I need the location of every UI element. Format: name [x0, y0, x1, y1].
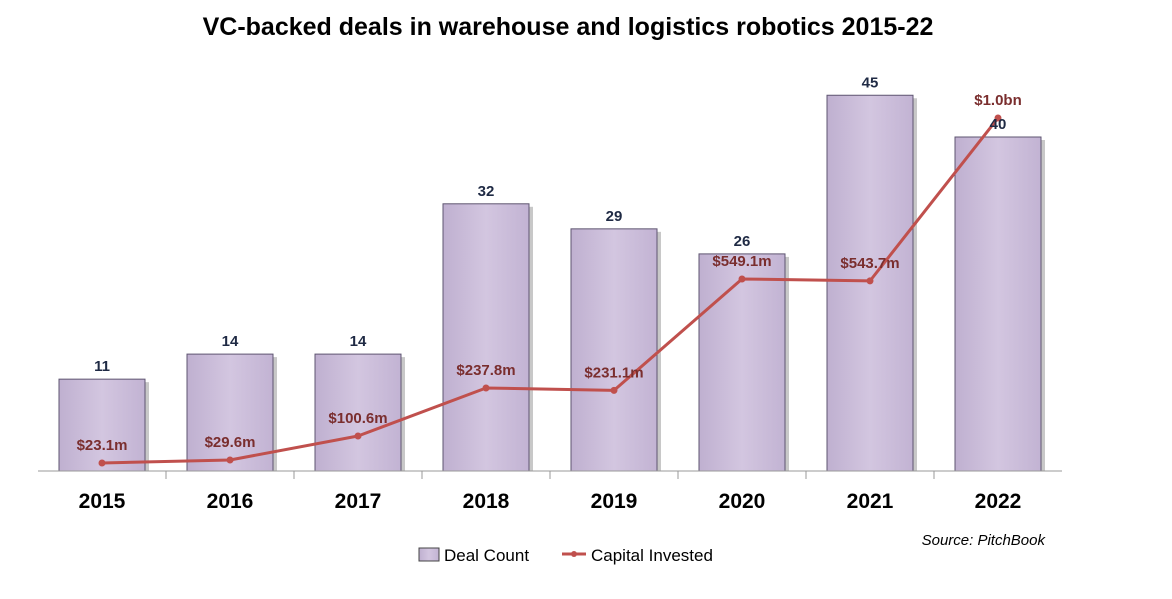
source-note: Source: PitchBook — [922, 532, 1047, 549]
capital-invested-label: $231.1m — [584, 364, 643, 381]
capital-invested-label: $29.6m — [205, 434, 256, 451]
deal-count-label: 11 — [94, 358, 110, 375]
capital-invested-label: $100.6m — [328, 410, 387, 427]
x-tick-label: 2022 — [975, 490, 1022, 513]
deal-count-bar — [954, 136, 1042, 472]
x-tick-label: 2018 — [463, 490, 510, 513]
capital-invested-label: $237.8m — [456, 362, 515, 379]
capital-invested-label: $23.1m — [77, 437, 128, 454]
deal-count-label: 45 — [862, 74, 879, 91]
capital-invested-label: $1.0bn — [974, 92, 1022, 109]
deal-count-label: 40 — [990, 116, 1007, 133]
legend-capital-swatch-marker — [571, 551, 577, 557]
legend: Deal Count Capital Invested — [418, 546, 713, 565]
capital-invested-point — [738, 275, 746, 283]
x-ticks-layer: 2015 2016 2017 2018 2019 2020 2021 2022 — [79, 471, 1022, 513]
capital-invested-label: $549.1m — [712, 253, 771, 270]
x-tick-label: 2017 — [335, 490, 382, 513]
x-tick-label: 2015 — [79, 490, 126, 513]
capital-invested-point — [226, 456, 234, 464]
deal-count-bar — [570, 228, 658, 472]
x-tick-label: 2016 — [207, 490, 254, 513]
capital-invested-point — [98, 459, 106, 467]
legend-capital-label: Capital Invested — [591, 546, 713, 565]
deal-count-label: 32 — [478, 183, 495, 200]
capital-invested-point — [866, 277, 874, 285]
x-tick-label: 2021 — [847, 490, 894, 513]
deal-count-bar — [58, 378, 146, 472]
deal-count-label: 29 — [606, 208, 623, 225]
bars-layer — [58, 94, 1045, 472]
deal-count-label: 14 — [350, 333, 367, 350]
x-tick-label: 2019 — [591, 490, 638, 513]
data-labels-layer: 11 14 14 32 29 26 45 40 $23.1m $29.6m $100.6m $237.… — [77, 74, 1022, 454]
capital-invested-point — [610, 386, 618, 394]
capital-invested-point — [482, 384, 490, 392]
deal-count-bar — [698, 253, 786, 472]
legend-deal-count-label: Deal Count — [444, 546, 529, 565]
capital-invested-point — [354, 432, 362, 440]
deal-count-label: 26 — [734, 233, 751, 250]
chart-title: VC-backed deals in warehouse and logisti… — [203, 13, 934, 41]
deal-count-bar — [442, 203, 530, 472]
legend-deal-count-swatch — [418, 547, 440, 562]
capital-invested-point — [994, 114, 1002, 122]
capital-invested-label: $543.7m — [840, 255, 899, 272]
x-tick-label: 2020 — [719, 490, 766, 513]
capital-invested-line — [101, 117, 1000, 465]
deal-count-label: 14 — [222, 333, 239, 350]
capital-line-layer — [98, 114, 1002, 467]
